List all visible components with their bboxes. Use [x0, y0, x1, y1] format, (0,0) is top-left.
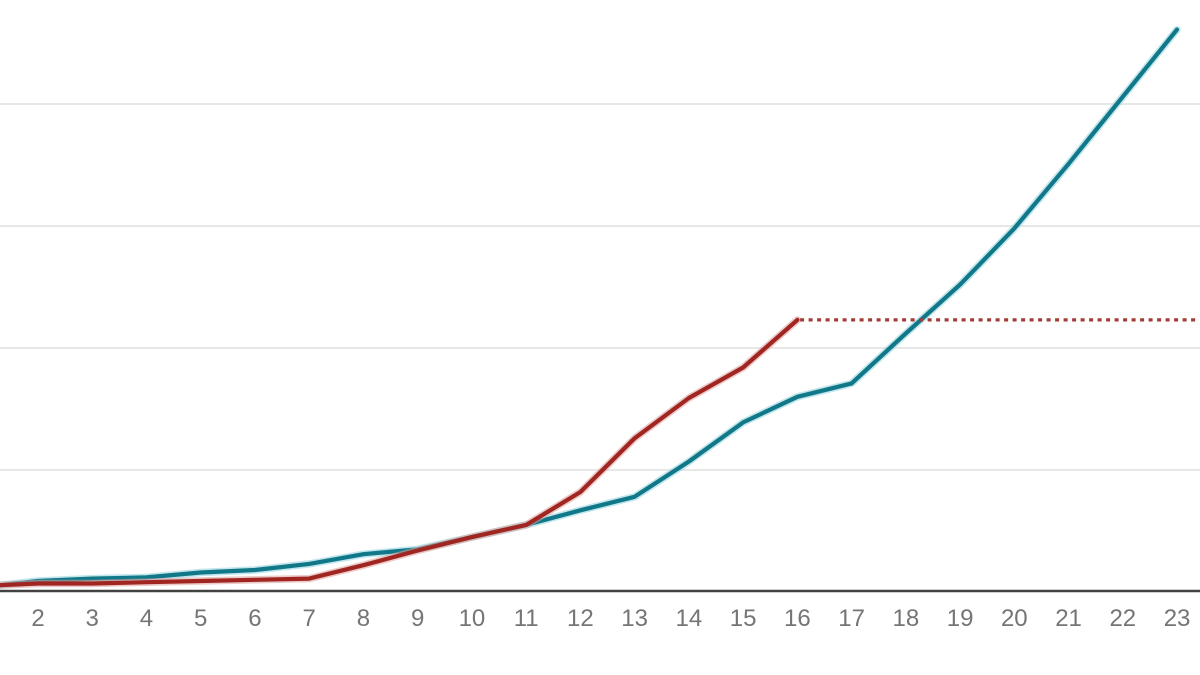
x-axis-tick-label: 9 [411, 605, 424, 632]
teal-series-line [0, 27, 1180, 588]
x-axis-tick-label: 17 [838, 605, 865, 632]
red-series-halo [0, 316, 802, 589]
x-axis-tick-label: 21 [1055, 605, 1082, 632]
x-axis-tick-label: 15 [730, 605, 757, 632]
x-axis-tick-label: 2 [31, 605, 44, 632]
x-axis-tick-label: 12 [567, 605, 594, 632]
x-axis-tick-label: 7 [303, 605, 316, 632]
x-axis-tick-label: 3 [86, 605, 99, 632]
red-series-line [0, 317, 800, 588]
x-axis-tick-label: 14 [676, 605, 703, 632]
teal-series-halo [0, 25, 1181, 590]
x-axis-tick-label: 18 [892, 605, 919, 632]
x-axis-tick-label: 20 [1001, 605, 1028, 632]
x-axis-tick-label: 23 [1164, 605, 1191, 632]
x-axis-tick-label: 10 [459, 605, 486, 632]
x-axis-tick-label: 5 [194, 605, 207, 632]
x-axis-tick-label: 8 [357, 605, 370, 632]
x-axis-tick-label: 22 [1109, 605, 1136, 632]
x-axis-tick-label: 19 [947, 605, 974, 632]
x-axis-tick-label: 13 [621, 605, 648, 632]
x-axis-tick-label: 6 [248, 605, 261, 632]
x-axis-tick-label: 11 [514, 605, 539, 632]
x-axis-tick-label: 16 [784, 605, 811, 632]
x-axis-tick-label: 4 [140, 605, 153, 632]
